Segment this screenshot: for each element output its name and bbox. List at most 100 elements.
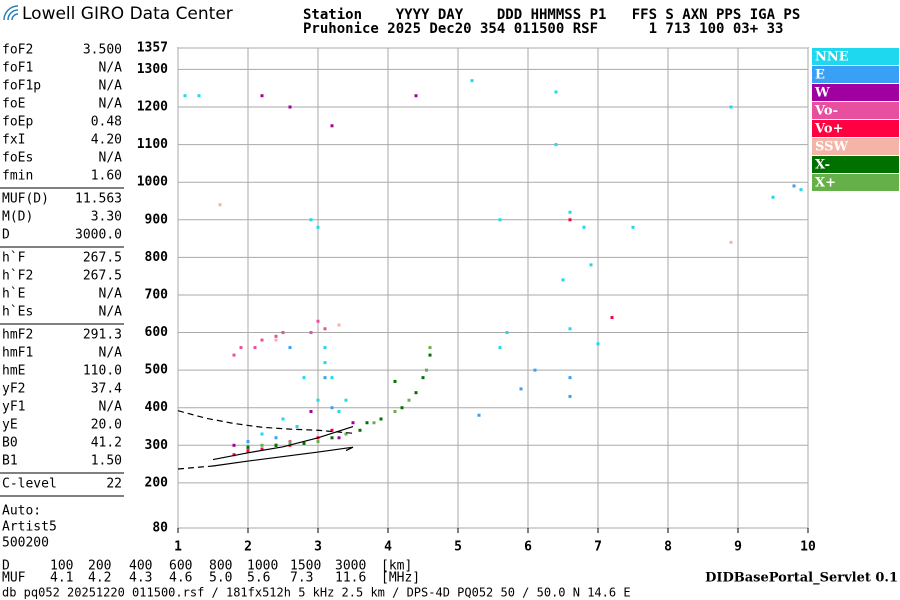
muf-value: 4.1 bbox=[50, 571, 73, 586]
echo-point bbox=[428, 346, 432, 350]
y-tick-label: 1000 bbox=[137, 175, 168, 190]
y-tick-label: 200 bbox=[145, 475, 169, 490]
echo-point bbox=[246, 449, 250, 453]
d-value: 3000 bbox=[335, 559, 366, 574]
echo-point bbox=[288, 105, 292, 109]
muf-value: 11.6 bbox=[335, 571, 366, 586]
d-value: [km] bbox=[381, 559, 412, 574]
echo-point bbox=[337, 409, 341, 413]
echo-point bbox=[428, 353, 432, 357]
y-tick-label: 1357 bbox=[137, 41, 168, 56]
param-name: B0 bbox=[2, 436, 18, 451]
param-value: N/A bbox=[99, 97, 123, 112]
d-value: 200 bbox=[88, 559, 111, 574]
echo-point bbox=[344, 432, 348, 436]
param-name: MUF(D) bbox=[2, 192, 49, 207]
echo-point bbox=[246, 445, 250, 449]
echo-point bbox=[288, 441, 292, 445]
echo-point bbox=[302, 441, 306, 445]
echo-point bbox=[582, 225, 586, 229]
echo-point bbox=[260, 432, 264, 436]
echo-point bbox=[729, 240, 733, 244]
echo-point bbox=[274, 443, 278, 447]
echo-point bbox=[260, 443, 264, 447]
echo-point bbox=[274, 334, 278, 338]
echo-point bbox=[197, 94, 201, 98]
param-value: 291.3 bbox=[83, 328, 122, 343]
echo-point bbox=[589, 263, 593, 267]
servlet-label: DIDBasePortal_Servlet 0.1 bbox=[705, 571, 898, 586]
param-name: fmin bbox=[2, 169, 33, 184]
d-value: 100 bbox=[50, 559, 73, 574]
param-name: hmF1 bbox=[2, 346, 33, 361]
param-name: foEp bbox=[2, 115, 33, 130]
param-value: 22 bbox=[106, 477, 122, 492]
param-name: M(D) bbox=[2, 210, 33, 225]
logo-text: Lowell GIRO Data Center bbox=[22, 4, 233, 24]
echo-point bbox=[505, 331, 509, 335]
muf-value: 7.3 bbox=[290, 571, 313, 586]
param-value: N/A bbox=[99, 305, 123, 320]
echo-point bbox=[337, 323, 341, 327]
echo-point bbox=[414, 94, 418, 98]
x-tick-label: 8 bbox=[664, 540, 672, 555]
echo-point bbox=[239, 346, 243, 350]
param-value: N/A bbox=[99, 79, 123, 94]
legend-swatch bbox=[812, 66, 899, 83]
y-tick-label: 400 bbox=[145, 400, 169, 415]
echo-point bbox=[729, 105, 733, 109]
param-value: N/A bbox=[99, 346, 123, 361]
param-value: 1.50 bbox=[91, 454, 122, 469]
note: Auto: bbox=[2, 504, 41, 519]
param-value: 4.20 bbox=[91, 133, 122, 148]
echo-point bbox=[316, 319, 320, 323]
echo-point bbox=[246, 440, 250, 444]
echo-point bbox=[246, 447, 250, 451]
legend-swatch bbox=[812, 84, 899, 101]
echo-point bbox=[274, 338, 278, 342]
param-value: 110.0 bbox=[83, 364, 122, 379]
echo-point bbox=[309, 331, 313, 335]
y-tick-label: 300 bbox=[145, 438, 169, 453]
echo-point bbox=[533, 368, 537, 372]
echo-point bbox=[281, 331, 285, 335]
y-tick-label: 80 bbox=[152, 521, 168, 536]
echo-point bbox=[330, 436, 334, 440]
param-name: B1 bbox=[2, 454, 18, 469]
trace-curve bbox=[212, 446, 354, 467]
param-value: 3000.0 bbox=[75, 228, 122, 243]
echo-point bbox=[792, 184, 796, 188]
muf-value: 4.3 bbox=[129, 571, 152, 586]
x-tick-label: 9 bbox=[734, 540, 742, 555]
echo-point bbox=[568, 394, 572, 398]
x-tick-label: 4 bbox=[384, 540, 392, 555]
echo-point bbox=[554, 143, 558, 147]
param-value: 267.5 bbox=[83, 269, 122, 284]
x-tick-label: 3 bbox=[314, 540, 322, 555]
echo-point bbox=[218, 203, 222, 207]
echo-point bbox=[554, 90, 558, 94]
echo-point bbox=[183, 94, 187, 98]
trace-curve bbox=[212, 425, 354, 461]
legend-label: Vo+ bbox=[814, 122, 843, 137]
param-name: h`Es bbox=[2, 305, 33, 320]
legend-label: X- bbox=[815, 158, 830, 173]
param-name: yF1 bbox=[2, 400, 25, 415]
echo-point bbox=[631, 225, 635, 229]
echo-point bbox=[274, 436, 278, 440]
echo-point bbox=[288, 346, 292, 350]
trace-curve bbox=[177, 410, 354, 434]
echo-point bbox=[323, 327, 327, 331]
echo-point bbox=[288, 440, 292, 444]
echo-point bbox=[344, 398, 348, 402]
y-tick-label: 1200 bbox=[137, 100, 168, 115]
station-values: Pruhonice 2025 Dec20 354 011500 RSF 1 71… bbox=[303, 21, 783, 37]
echo-point bbox=[281, 417, 285, 421]
station-header: Station YYYY DAY DDD HHMMSS P1 FFS S AXN… bbox=[303, 7, 800, 23]
echo-point bbox=[568, 376, 572, 380]
legend-swatch bbox=[812, 138, 899, 155]
param-value: 0.48 bbox=[91, 115, 122, 130]
param-value: N/A bbox=[99, 400, 123, 415]
d-label: D bbox=[2, 559, 10, 574]
muf-value: 4.2 bbox=[88, 571, 111, 586]
